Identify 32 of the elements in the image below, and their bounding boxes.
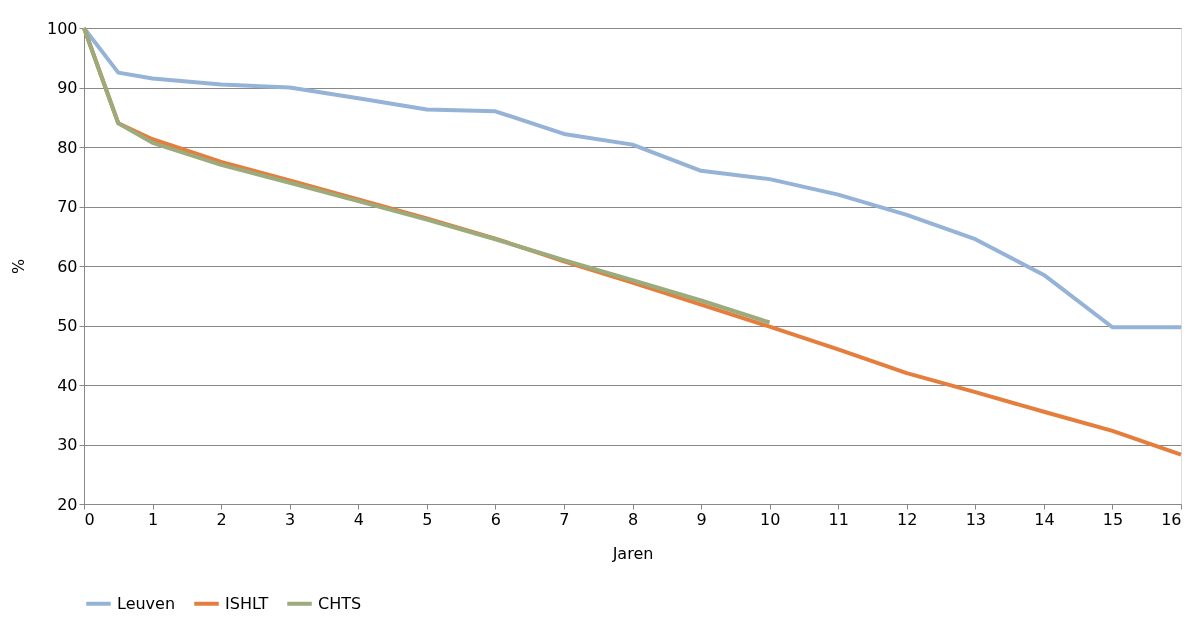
x-tick-label: 13 bbox=[965, 509, 986, 529]
x-tick-label: 16 bbox=[1161, 509, 1182, 529]
x-tick-label: 6 bbox=[490, 509, 501, 529]
x-tick-label: 0 bbox=[84, 509, 95, 529]
legend-label: CHTS bbox=[318, 593, 362, 613]
y-tick-label: 70 bbox=[57, 197, 78, 216]
x-tick-label: 8 bbox=[627, 509, 639, 529]
x-tick-label: 3 bbox=[285, 509, 296, 529]
y-tick-label: 50 bbox=[57, 316, 78, 335]
y-tick-label: 60 bbox=[57, 256, 78, 276]
y-tick-label: 20 bbox=[57, 494, 78, 514]
y-axis-title: % bbox=[8, 258, 28, 275]
x-tick-label: 5 bbox=[422, 509, 433, 529]
y-tick-label: 100 bbox=[46, 18, 78, 38]
y-tick-label: 40 bbox=[57, 375, 78, 395]
x-tick-label: 10 bbox=[759, 509, 781, 529]
x-tick-label: 7 bbox=[559, 509, 570, 529]
y-tick-label: 90 bbox=[57, 78, 78, 97]
x-tick-label: 9 bbox=[696, 509, 707, 529]
x-tick-label: 4 bbox=[353, 509, 364, 529]
x-tick-label: 1 bbox=[147, 509, 159, 529]
line-series bbox=[82, 26, 772, 325]
x-tick-label: 14 bbox=[1034, 509, 1055, 529]
y-tick-label: 80 bbox=[57, 137, 78, 157]
x-tick-label: 2 bbox=[216, 509, 227, 529]
x-tick-label: 12 bbox=[897, 509, 918, 529]
legend-label: Leuven bbox=[117, 593, 176, 613]
legend-label: ISHLT bbox=[225, 593, 269, 613]
y-tick-label: 30 bbox=[57, 435, 78, 454]
x-axis-title: Jaren bbox=[611, 543, 654, 563]
x-tick-label: 15 bbox=[1102, 509, 1124, 529]
x-tick-label: 11 bbox=[828, 509, 849, 529]
